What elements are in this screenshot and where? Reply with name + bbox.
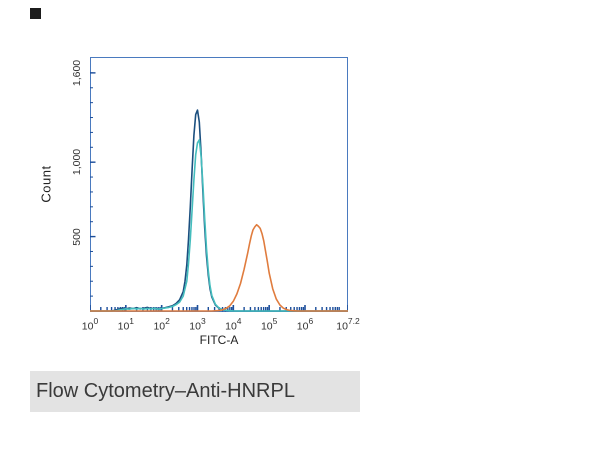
plot-area: [90, 57, 348, 312]
caption-text: Flow Cytometry–Anti-HNRPL: [36, 380, 295, 402]
caption-bar: Flow Cytometry–Anti-HNRPL: [30, 371, 360, 412]
x-tick-label: 102: [153, 316, 170, 333]
corner-mark: [30, 8, 41, 19]
x-axis-title: FITC-A: [199, 333, 239, 347]
x-tick-label: 100: [81, 316, 99, 333]
x-tick-label: 103: [189, 316, 206, 333]
x-tick-label: 104: [225, 316, 242, 333]
y-tick-label: 1,600: [71, 59, 83, 87]
x-tick-label: 101: [117, 316, 135, 333]
x-tick-label: 106: [296, 316, 314, 333]
y-axis-title: Count: [38, 165, 54, 203]
x-tick-label: 107.2: [336, 316, 360, 333]
curve-teal-sample: [90, 139, 348, 312]
plot-frame: [90, 57, 348, 312]
histogram-canvas: [90, 57, 348, 312]
x-tick-label: 105: [260, 316, 278, 333]
curve-dark-blue-sample: [90, 109, 348, 312]
y-tick-label: 1,000: [71, 149, 83, 176]
y-tick-label: 500: [71, 227, 83, 246]
curve-orange-sample: [90, 223, 348, 312]
